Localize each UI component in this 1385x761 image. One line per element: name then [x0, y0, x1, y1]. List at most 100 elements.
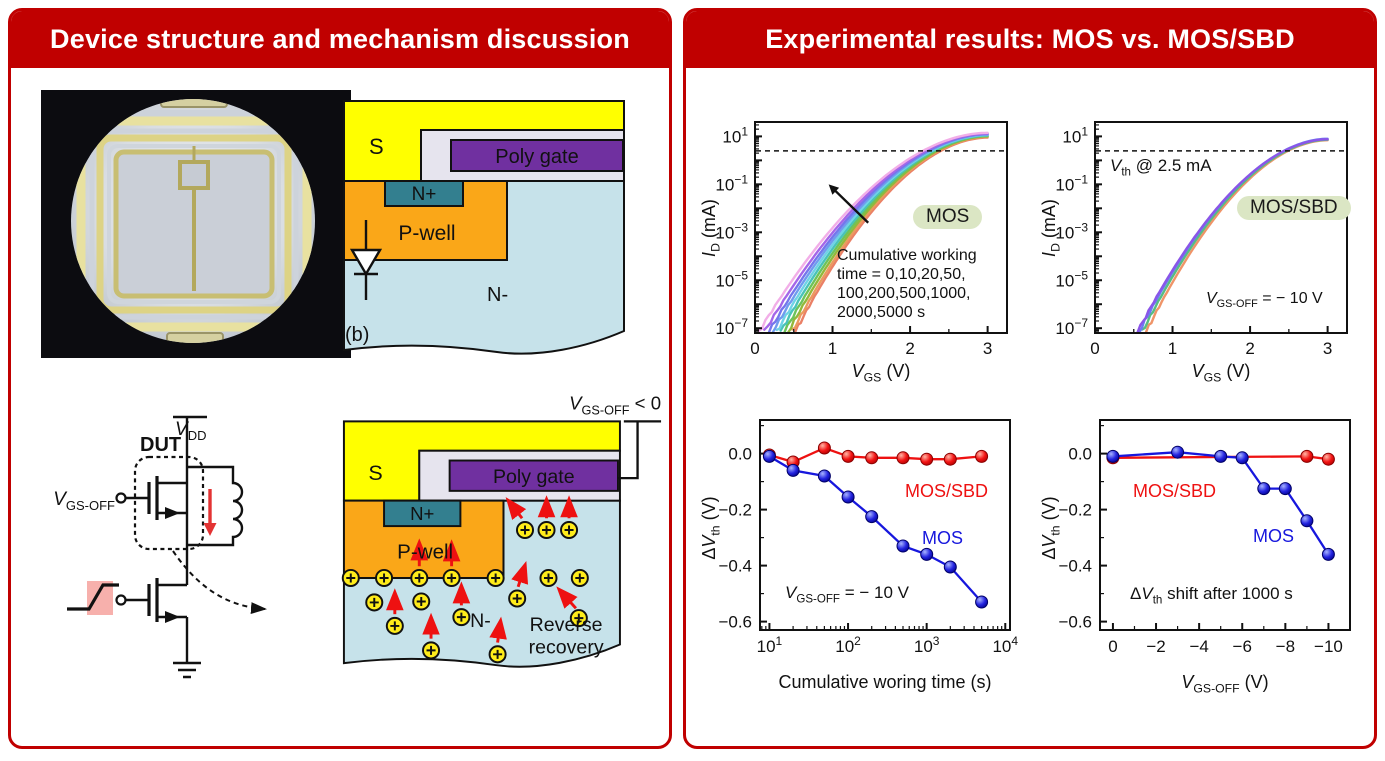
- svg-text:−0.2: −0.2: [1058, 501, 1092, 520]
- svg-text:−0.6: −0.6: [1058, 613, 1092, 632]
- transfer-curves: [757, 131, 989, 334]
- n-plus-label: N+: [410, 503, 434, 524]
- axes: 0.0 −0.2 −0.4 −0.6 101 102 103 104: [718, 419, 1018, 656]
- n-plus-region: [383, 499, 462, 528]
- svg-text:−0.4: −0.4: [1058, 557, 1092, 576]
- x-axis-label: VGS (V): [851, 361, 911, 385]
- svg-text:0.0: 0.0: [728, 445, 752, 464]
- marker: [1321, 547, 1335, 561]
- svg-text:1: 1: [828, 339, 837, 358]
- marker: [943, 560, 957, 574]
- svg-text:0: 0: [1090, 339, 1099, 358]
- series-label-mos: MOS: [1253, 526, 1295, 546]
- n-drift-region: [342, 499, 621, 668]
- chart-mos-transfer: 0 1 2 3 10−7 10−5 10−3 10−1 101 ID (mA) VGS (V) …: [699, 100, 1030, 400]
- marker: [762, 449, 776, 463]
- transfer-curve: [757, 131, 989, 333]
- svg-text:10−3: 10−3: [715, 220, 748, 242]
- marker: [1171, 445, 1185, 459]
- marker: [1235, 451, 1249, 465]
- dut-outline: [133, 455, 205, 551]
- n-plus-region: [384, 180, 464, 207]
- chart-mossbd-transfer: 0 1 2 3 10−7 10−5 10−3 10−1 101 ID (mA) VGS (V) …: [1039, 100, 1370, 400]
- transfer-curve: [1136, 138, 1329, 334]
- poly-gate: [450, 139, 624, 172]
- n-drift-label: N-: [487, 284, 508, 306]
- svg-text:10−1: 10−1: [1055, 172, 1088, 194]
- svg-text:−2: −2: [1146, 637, 1165, 656]
- svg-text:101: 101: [757, 634, 783, 656]
- gate-step-waveform: [67, 583, 119, 611]
- svg-text:10−7: 10−7: [715, 316, 748, 338]
- vgsoff-label: VGS-OFF: [53, 489, 115, 513]
- ground-symbol: [173, 661, 201, 679]
- marker: [817, 441, 831, 455]
- marker: [1300, 449, 1314, 463]
- series-MOS: [762, 449, 989, 609]
- marker: [1321, 452, 1335, 466]
- poly-gate-label: Poly gate: [493, 466, 575, 488]
- marker: [817, 469, 831, 483]
- marker: [1106, 449, 1120, 463]
- device-cross-section-figure: S Poly gate N+ P-well N- (b): [335, 88, 667, 385]
- n-drift-region: [343, 180, 625, 355]
- svg-text:10−7: 10−7: [1055, 316, 1088, 338]
- marker: [841, 449, 855, 463]
- axes: 0 1 2 3 10−7 10−5 10−3 10−1 101: [715, 121, 1008, 358]
- right-panel-header: Experimental results: MOS vs. MOS/SBD: [686, 11, 1374, 68]
- device-cross-section: S Poly gate N+ P-well N- (b): [343, 100, 625, 355]
- bias-note: VGS-OFF = − 10 V: [785, 583, 909, 606]
- circuit-wires: [125, 415, 244, 679]
- marker: [865, 510, 879, 524]
- marker: [975, 449, 989, 463]
- marker: [943, 452, 957, 466]
- gate-pad: [178, 160, 210, 190]
- cumulative-time-note: Cumulative working time = 0,10,20,50, 10…: [837, 247, 977, 321]
- svg-text:3: 3: [983, 339, 992, 358]
- poly-gate: [448, 459, 619, 492]
- svg-text:−8: −8: [1276, 637, 1295, 656]
- svg-text:101: 101: [722, 124, 748, 146]
- svg-text:0.0: 0.0: [1068, 445, 1092, 464]
- chart-vth-shift-vs-bias: 0.0 −0.2 −0.4 −0.6 0 −2 −4 −6 −8 −10 ΔVth (V) VGS…: [1039, 400, 1370, 715]
- series-badge: MOS/SBD: [1237, 196, 1351, 220]
- plot: 0.0 −0.2 −0.4 −0.6 0 −2 −4 −6 −8 −10: [1058, 419, 1351, 656]
- svg-text:0: 0: [750, 339, 759, 358]
- reverse-recovery-label-1: Reverse: [530, 614, 603, 636]
- vdd-label: VDD: [175, 419, 206, 443]
- series-label-mossbd: MOS/SBD: [905, 481, 989, 501]
- svg-text:10−5: 10−5: [715, 268, 748, 290]
- svg-text:−4: −4: [1189, 637, 1208, 656]
- y-axis-label: ID (mA): [699, 199, 723, 257]
- marker: [896, 451, 910, 465]
- plot: 0 1 2 3 10−7 10−5 10−3 10−1 101: [1055, 121, 1348, 358]
- marker: [896, 539, 910, 553]
- axes: 0.0 −0.2 −0.4 −0.6 0 −2 −4 −6 −8 −10: [1058, 419, 1351, 656]
- chart-canvas: 0 1 2 3 10−7 10−5 10−3 10−1 101: [1055, 121, 1348, 358]
- vth-definition-note: Vth @ 2.5 mA: [1110, 156, 1212, 179]
- svg-text:2: 2: [1245, 339, 1254, 358]
- stress-cross-section: VGS-OFF < 0 S Poly gate N+ P-well N- Rev…: [341, 393, 661, 668]
- marker: [1257, 482, 1271, 496]
- bias-note: VGS-OFF = − 10 V: [1206, 290, 1323, 311]
- x-axis-label: VGS-OFF (V): [1181, 672, 1269, 696]
- body-diode-symbol: [349, 220, 383, 300]
- upper-mosfet-source-arrow: [165, 507, 180, 519]
- svg-text:102: 102: [835, 634, 861, 656]
- gate-pulse-highlight: [87, 581, 113, 615]
- mosfet-bars: [147, 476, 159, 622]
- series-badge: MOS: [913, 205, 983, 229]
- right-panel-title: Experimental results: MOS vs. MOS/SBD: [765, 24, 1295, 54]
- n-drift-label: N-: [470, 610, 491, 632]
- marker: [1214, 449, 1228, 463]
- gate-terminal-lower: [115, 594, 127, 606]
- subfigure-tag: (b): [345, 324, 369, 346]
- test-circuit-schematic: VDD DUT VGS-OFF: [53, 415, 267, 679]
- guard-ring-outer: [76, 116, 312, 332]
- left-panel: Device structure and mechanism discussio…: [8, 8, 672, 749]
- svg-text:2: 2: [905, 339, 914, 358]
- chart-canvas: 0 1 2 3 10−7 10−5 10−3 10−1 101: [715, 121, 1008, 358]
- chart-canvas: 0.0 −0.2 −0.4 −0.6 0 −2 −4 −6 −8 −10: [1058, 419, 1351, 656]
- plot: 0.0 −0.2 −0.4 −0.6 101 102 103 104: [718, 419, 1018, 656]
- x-axis-label: VGS (V): [1191, 361, 1251, 385]
